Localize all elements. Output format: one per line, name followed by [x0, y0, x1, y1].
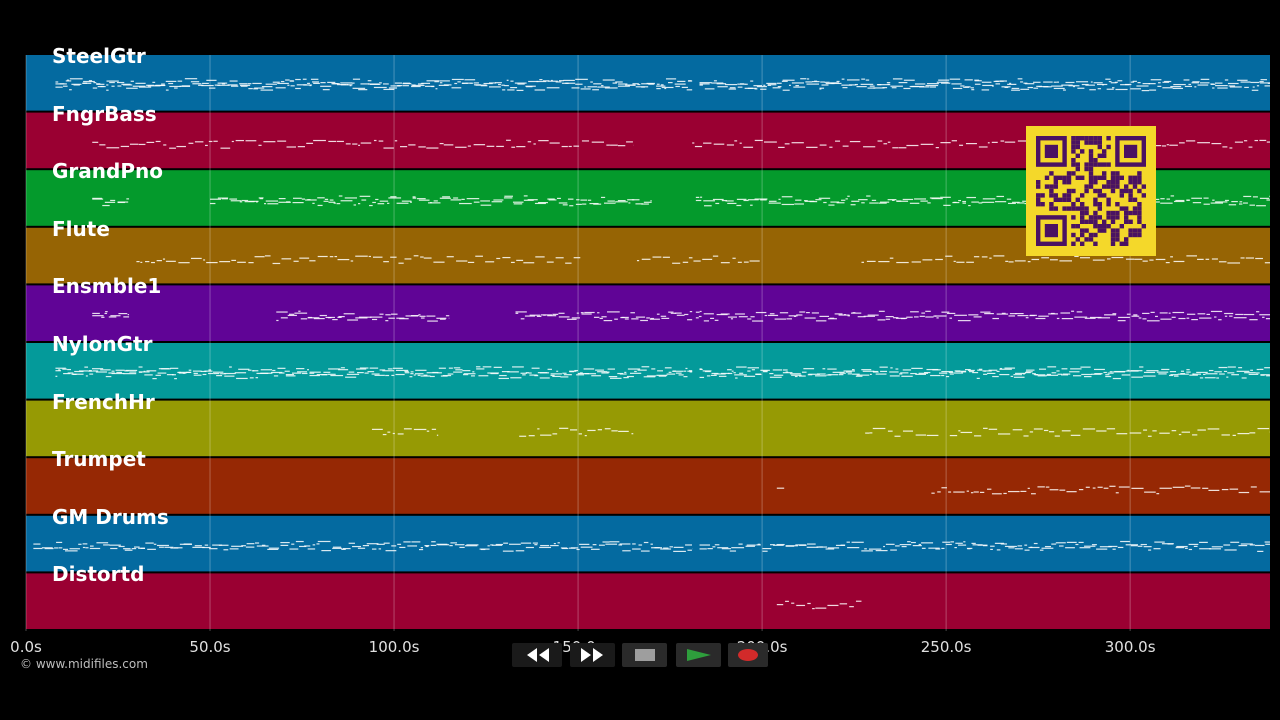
track-label: Distortd — [52, 562, 145, 587]
record-icon — [738, 649, 758, 661]
track-band — [26, 458, 1270, 514]
stop-icon — [634, 649, 655, 661]
qr-code-icon — [1026, 126, 1156, 256]
fast-forward-icon — [580, 648, 603, 662]
track-band — [26, 55, 1270, 111]
play-button[interactable] — [676, 643, 721, 667]
time-tick-label: 250.0s — [920, 638, 972, 656]
copyright-text: © www.midifiles.com — [20, 657, 148, 671]
track-label: GM Drums — [52, 504, 169, 529]
track-band — [26, 515, 1270, 572]
track-label: SteelGtr — [52, 44, 146, 68]
time-tick-label: 50.0s — [189, 638, 231, 656]
track-band — [26, 343, 1270, 399]
time-tick-label: 100.0s — [368, 638, 420, 656]
track-band — [26, 573, 1270, 629]
track-label: FrenchHr — [52, 389, 155, 414]
fast-forward-button[interactable] — [570, 643, 615, 667]
rewind-icon — [527, 648, 549, 662]
rewind-button[interactable] — [512, 643, 562, 667]
time-tick-label: 0.0s — [10, 638, 42, 656]
track-label: FngrBass — [52, 101, 157, 126]
track-band — [26, 285, 1270, 341]
track-label: GrandPno — [52, 159, 163, 184]
track-label: Flute — [52, 216, 110, 241]
play-icon — [686, 649, 711, 661]
track-band — [26, 400, 1270, 457]
track-label: Trumpet — [52, 447, 146, 472]
record-button[interactable] — [728, 643, 768, 667]
time-tick-label: 300.0s — [1104, 638, 1156, 656]
stop-button[interactable] — [622, 643, 667, 667]
track-label: NylonGtr — [52, 332, 153, 356]
track-label: Ensmble1 — [52, 274, 162, 299]
